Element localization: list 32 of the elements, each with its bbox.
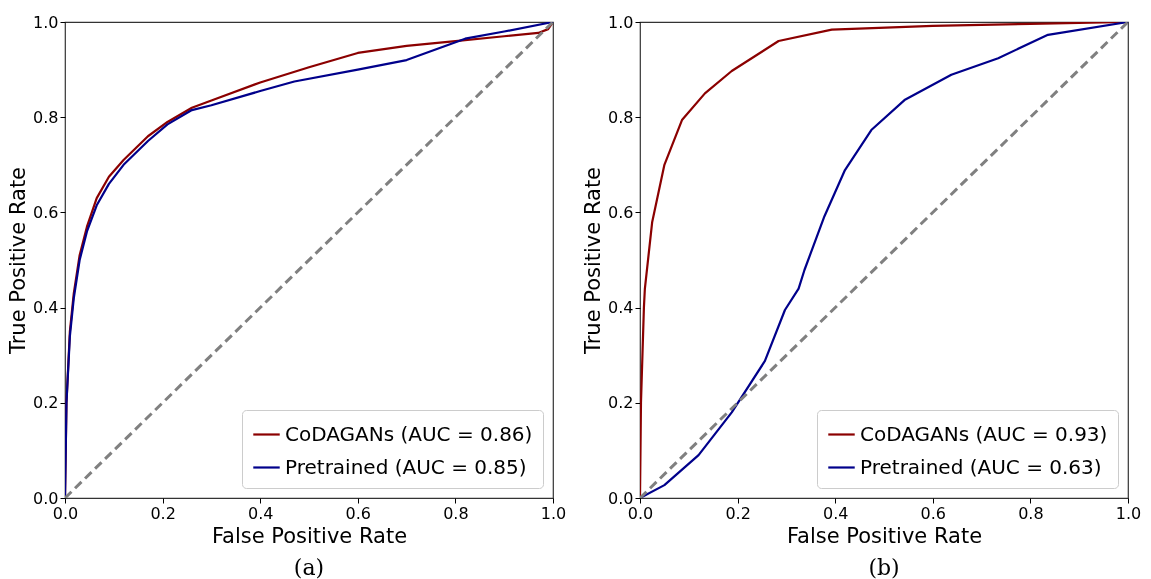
y-tick-label: 0.8 <box>33 107 59 127</box>
x-tick-label: 1.0 <box>540 503 567 523</box>
y-tick-label: 1.0 <box>33 12 59 32</box>
y-tick-label: 0.4 <box>608 298 634 318</box>
y-tick-label: 0.6 <box>33 202 59 222</box>
y-tick-label: 0.2 <box>608 393 634 413</box>
legend-label: CoDAGANs (AUC = 0.86) <box>285 421 533 446</box>
x-tick-label: 0.2 <box>725 503 751 523</box>
x-tick-label: 0.2 <box>150 503 176 523</box>
line-series <box>65 22 553 498</box>
y-tick-label: 0.8 <box>608 107 634 127</box>
x-axis-title: False Positive Rate <box>786 523 983 548</box>
legend-label: Pretrained (AUC = 0.85) <box>285 454 527 479</box>
x-tick-label: 0.4 <box>247 503 274 523</box>
y-tick-label: 0.2 <box>33 393 59 413</box>
line-series <box>640 22 1128 498</box>
legend-label: CoDAGANs (AUC = 0.93) <box>860 421 1108 446</box>
x-tick-label: 0.4 <box>822 503 849 523</box>
y-tick-label: 1.0 <box>608 12 634 32</box>
y-tick-label: 0.6 <box>608 202 634 222</box>
text: (a) <box>293 555 325 579</box>
x-tick-label: 0.8 <box>1018 503 1044 523</box>
y-axis-title: True Positive Rate <box>581 166 606 356</box>
text: (b) <box>868 555 900 579</box>
x-tick-label: 0.6 <box>920 503 947 523</box>
x-tick-label: 0.6 <box>345 503 372 523</box>
y-tick-label: 0.4 <box>33 298 59 318</box>
x-axis-title: False Positive Rate <box>211 523 408 548</box>
x-tick-label: 1.0 <box>1115 503 1142 523</box>
x-tick-label: 0.8 <box>443 503 469 523</box>
legend-label: Pretrained (AUC = 0.63) <box>860 454 1102 479</box>
y-axis-title: True Positive Rate <box>6 166 31 356</box>
